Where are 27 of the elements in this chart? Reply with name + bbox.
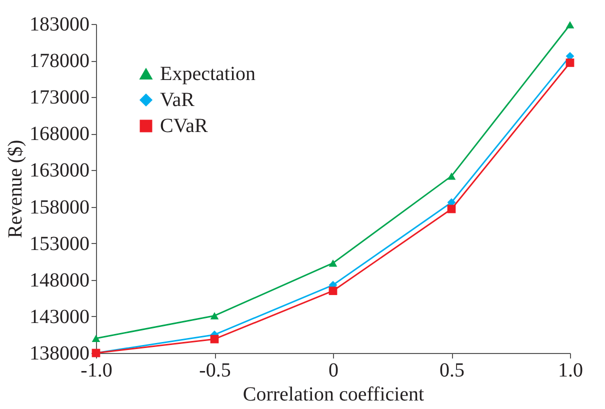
point xyxy=(92,334,100,342)
point xyxy=(328,286,338,296)
legend-label: CVaR xyxy=(160,115,208,137)
point xyxy=(210,334,219,344)
x-tick-label: -0.5 xyxy=(199,360,231,382)
y-tick-label: 153000 xyxy=(30,232,90,255)
x-tick-label: 1.0 xyxy=(558,360,583,382)
point xyxy=(447,172,456,180)
y-tick-label: 158000 xyxy=(30,196,90,218)
point xyxy=(447,204,456,214)
y-tick-label: 163000 xyxy=(30,160,90,182)
y-tick-label: 183000 xyxy=(30,14,90,36)
x-axis-title: Correlation coefficient xyxy=(242,384,425,406)
x-tick-label: 0.5 xyxy=(440,360,464,382)
point xyxy=(328,259,338,267)
point xyxy=(210,312,219,320)
point xyxy=(566,58,574,67)
y-tick-label: 148000 xyxy=(30,269,90,292)
y-axis-title: Revenue ($) xyxy=(4,140,26,238)
y-tick-label: 173000 xyxy=(30,86,90,109)
y-tick-label: 168000 xyxy=(30,123,90,146)
y-tick-label: 178000 xyxy=(30,50,90,72)
legend-label: VaR xyxy=(160,89,196,111)
legend-label: Expectation xyxy=(160,63,256,85)
point xyxy=(566,21,574,28)
y-tick-label: 143000 xyxy=(30,306,90,328)
x-tick-label: 0 xyxy=(328,360,338,382)
